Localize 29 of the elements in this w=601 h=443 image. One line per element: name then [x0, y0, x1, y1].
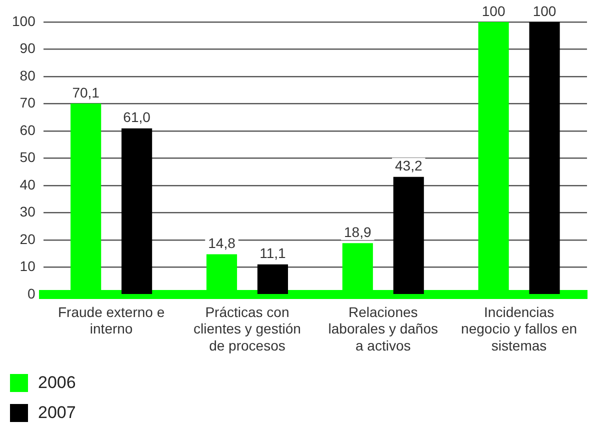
bar	[529, 22, 560, 294]
legend-label: 2006	[38, 373, 76, 393]
legend-label: 2007	[38, 403, 76, 423]
y-tick-label: 0	[28, 285, 36, 302]
data-label: 100	[482, 2, 506, 19]
x-tick-label: Prácticas con clientes y gestión de procesos	[194, 304, 301, 354]
x-tick-label: Fraude externo e interno	[58, 304, 165, 337]
y-tick-label: 50	[20, 149, 36, 166]
y-tick-label: 40	[20, 176, 36, 192]
data-label: 70,1	[72, 84, 100, 100]
data-label: 11,1	[260, 245, 286, 262]
data-label: 14,8	[208, 235, 236, 252]
data-label: 61,0	[123, 109, 151, 126]
y-tick-label: 90	[20, 40, 36, 56]
y-tick-label: 30	[20, 204, 36, 220]
y-tick-label: 100	[12, 12, 36, 29]
y-tick-label: 60	[20, 122, 36, 138]
data-label: 43,2	[394, 158, 422, 174]
bar	[122, 128, 152, 294]
data-label: 18,9	[344, 224, 372, 240]
y-tick-label: 20	[20, 230, 36, 247]
y-tick-label: 70	[20, 94, 36, 111]
bar	[257, 264, 288, 294]
bar	[393, 176, 424, 294]
y-tick-label: 80	[20, 67, 36, 84]
data-label: 100	[532, 2, 556, 19]
y-tick-label: 10	[20, 258, 36, 274]
x-tick-label: Relaciones laborales y daños a activos	[328, 304, 438, 354]
x-tick-label: Incidencias negocio y fallos en sistemas	[461, 304, 578, 354]
